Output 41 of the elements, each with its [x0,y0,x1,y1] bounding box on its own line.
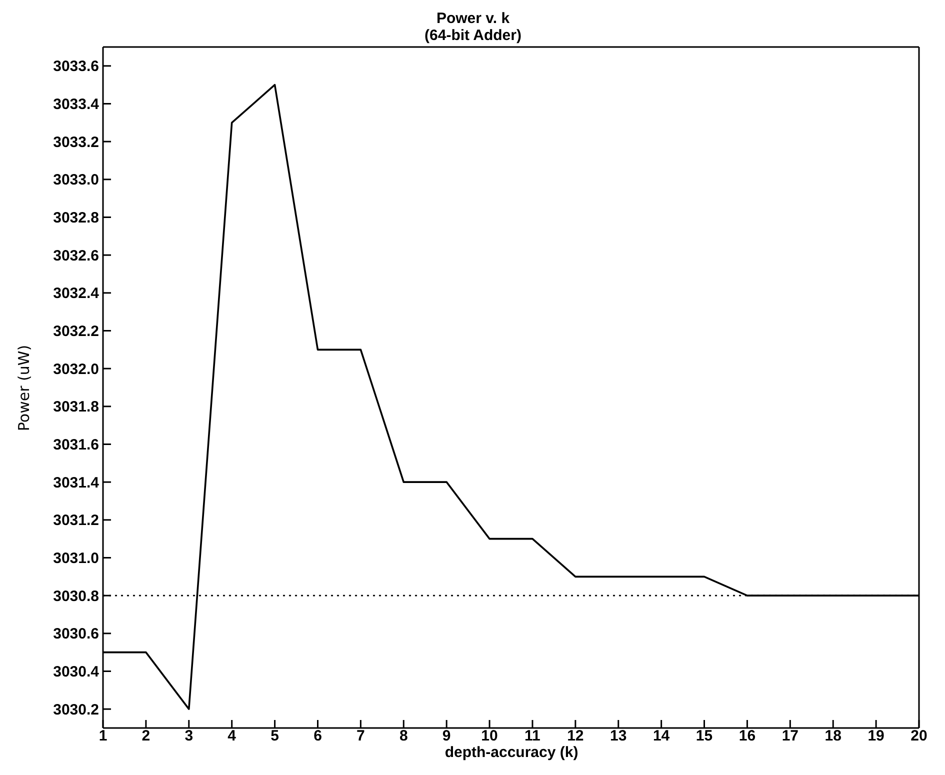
y-tick-label: 3031.6 [53,436,99,454]
y-tick-label: 3031.8 [53,398,99,416]
y-tick-label: 3032.2 [53,323,99,340]
y-tick-label: 3033.4 [53,96,100,114]
x-tick-label: 6 [314,728,322,745]
y-tick-label: 3032.6 [53,247,99,264]
x-tick-label: 11 [524,728,540,745]
x-tick-label: 4 [228,728,237,745]
y-tick-label: 3033.2 [53,134,99,151]
x-tick-label: 13 [610,728,627,745]
x-tick-label: 19 [868,728,884,745]
y-tick-label: 3030.2 [53,701,99,718]
y-tick-label: 3033.6 [53,58,99,76]
x-tick-label: 3 [184,728,194,745]
x-axis-title: depth-accuracy (k) [444,744,580,761]
x-tick-label: 1 [98,728,108,745]
y-tick-label: 3030.8 [53,588,99,605]
y-axis-title: Power (uW) [15,344,34,432]
x-tick-label: 12 [567,728,584,745]
x-tick-label: 20 [910,728,928,745]
y-tick-label: 3031.4 [53,474,100,492]
x-tick-label: 7 [356,728,365,745]
chart-title: Power v. k (64-bit Adder) [424,10,522,44]
y-tick-label: 3032.8 [53,210,99,227]
x-tick-label: 18 [824,728,842,745]
x-tick-label: 16 [738,728,756,745]
x-tick-label: 5 [270,728,279,745]
x-tick-label: 15 [696,728,713,745]
x-tick-label: 10 [481,728,498,745]
x-tick-label: 9 [442,728,451,745]
x-tick-label: 17 [782,728,798,745]
y-tick-label: 3030.6 [53,626,99,643]
y-tick-label: 3031.0 [53,550,99,568]
x-tick-label: 8 [399,728,408,745]
x-tick-label: 2 [142,728,150,745]
y-tick-label: 3032.0 [53,360,99,378]
y-tick-label: 3030.4 [53,664,100,681]
y-tick-label: 3031.2 [53,512,99,530]
y-tick-label: 3033.0 [53,172,99,189]
y-tick-label: 3032.4 [53,285,100,302]
x-tick-label: 14 [652,728,670,745]
